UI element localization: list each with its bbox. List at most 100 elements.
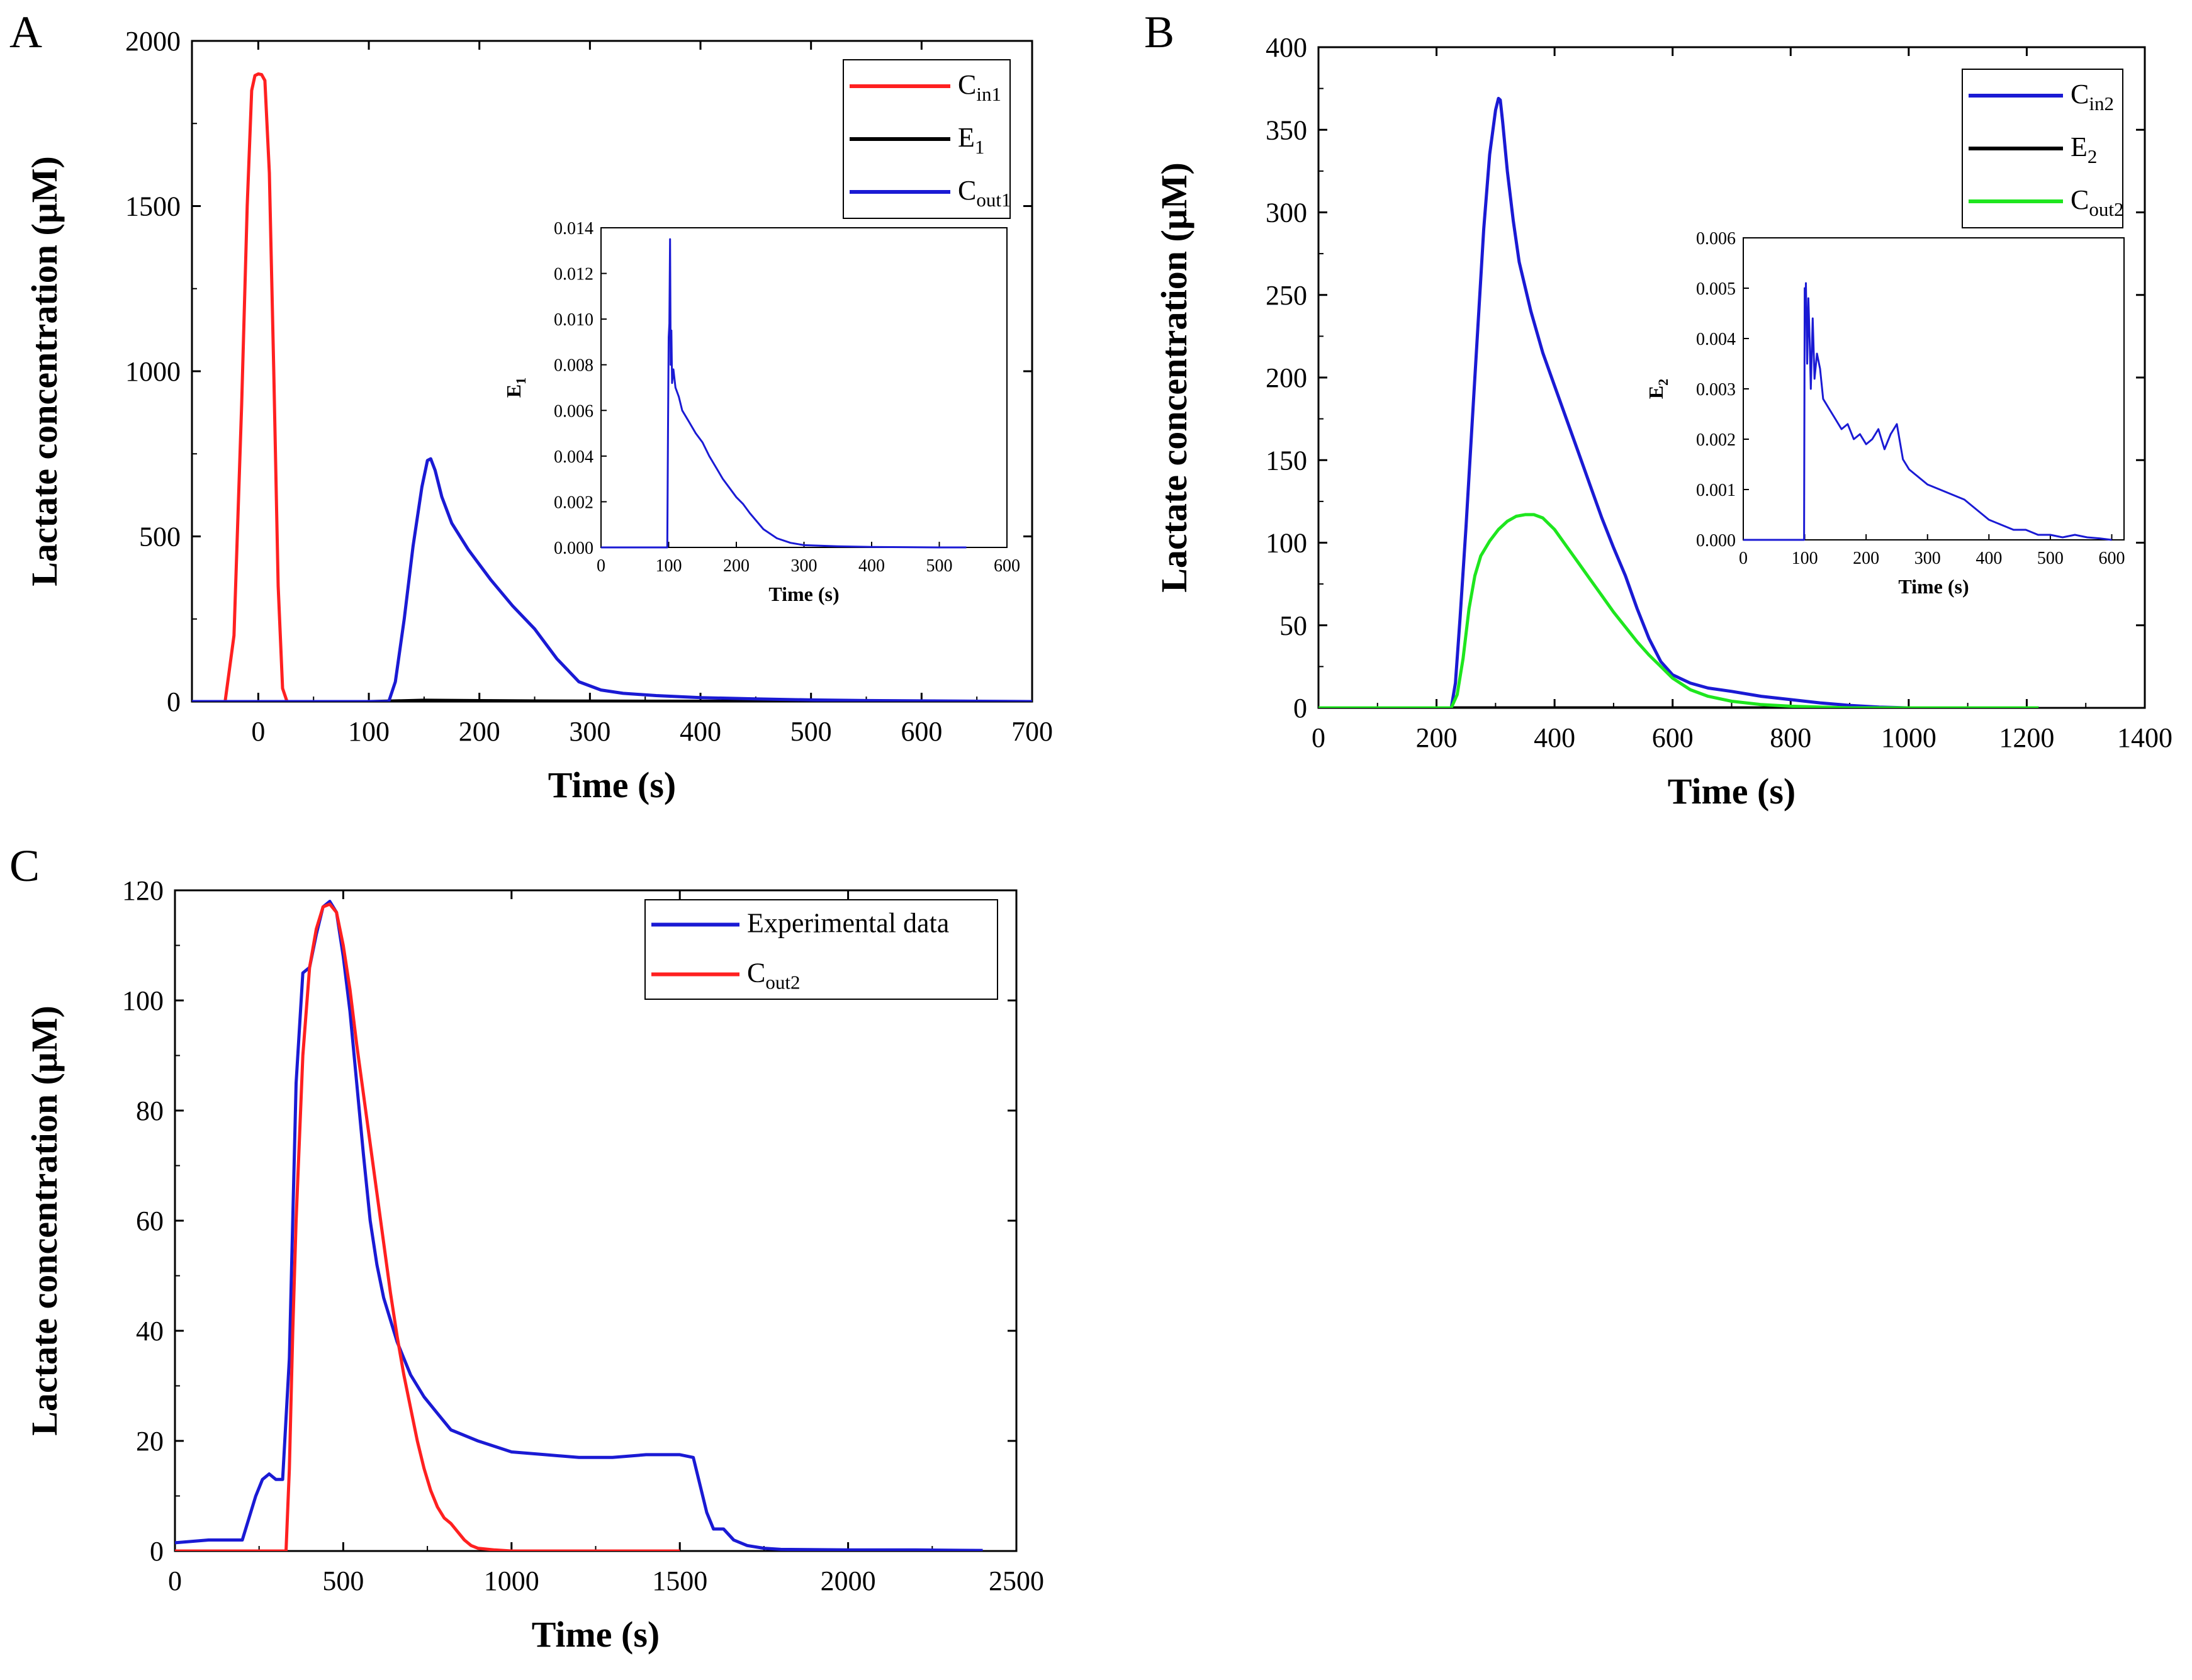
x-tick-label: 600 bbox=[901, 716, 942, 747]
x-tick-label: 200 bbox=[459, 716, 500, 747]
inset-y-tick-label: 0.005 bbox=[1696, 279, 1736, 299]
panel-label: B bbox=[1144, 7, 1174, 57]
series-line-cout1 bbox=[192, 457, 1032, 702]
legend-label: E2 bbox=[2071, 132, 2097, 167]
legend-label-main: C bbox=[2071, 184, 2089, 215]
legend-label: Cout1 bbox=[958, 175, 1011, 211]
inset-y-tick-label: 0.002 bbox=[1696, 430, 1736, 450]
y-axis-title: Lactate concentration (μM) bbox=[24, 1005, 65, 1436]
legend-label-main: C bbox=[2071, 79, 2089, 109]
inset-x-tick-label: 300 bbox=[1914, 549, 1941, 568]
x-tick-label: 0 bbox=[251, 716, 265, 747]
inset-x-axis-title: Time (s) bbox=[1898, 575, 1969, 598]
panel-label: C bbox=[9, 841, 40, 891]
x-tick-label: 1200 bbox=[1999, 722, 2054, 753]
y-tick-label: 0 bbox=[167, 686, 181, 717]
inset-x-tick-label: 400 bbox=[1976, 549, 2002, 568]
y-tick-label: 200 bbox=[1266, 362, 1307, 393]
inset-y-tick-label: 0.004 bbox=[1696, 330, 1736, 349]
inset-x-tick-label: 200 bbox=[1853, 549, 1879, 568]
y-tick-label: 20 bbox=[136, 1426, 164, 1457]
inset-y-tick-label: 0.008 bbox=[554, 356, 593, 376]
y-tick-label: 300 bbox=[1266, 198, 1307, 228]
x-tick-label: 600 bbox=[1652, 722, 1694, 753]
inset-y-tick-label: 0.002 bbox=[554, 493, 593, 512]
inset-x-tick-label: 100 bbox=[656, 556, 682, 576]
y-tick-label: 250 bbox=[1266, 280, 1307, 311]
inset-frame bbox=[1743, 237, 2125, 540]
y-tick-label: 50 bbox=[1279, 610, 1307, 641]
inset-y-axis-title: E1 bbox=[502, 378, 529, 398]
inset-x-tick-label: 100 bbox=[1792, 549, 1818, 568]
chart-panel-A: A0 100 200 300 400 500 600 7000500100015002000T… bbox=[9, 7, 1053, 805]
series-line-e1 bbox=[192, 698, 1032, 702]
y-tick-label: 350 bbox=[1266, 115, 1307, 145]
legend-label: Cout2 bbox=[747, 958, 800, 994]
y-tick-label: 1000 bbox=[125, 356, 181, 387]
x-tick-label: 1400 bbox=[2117, 722, 2172, 753]
inset-y-tick-label: 0.014 bbox=[554, 219, 593, 238]
inset-y-axis-title: E2 bbox=[1644, 379, 1671, 399]
inset-y-tick-label: 0.001 bbox=[1696, 481, 1736, 500]
x-tick-label: 2000 bbox=[821, 1565, 876, 1596]
legend-label-main: C bbox=[958, 175, 976, 206]
inset-x-tick-label: 0 bbox=[1739, 549, 1748, 568]
series-group bbox=[1318, 96, 2039, 708]
y-tick-label: 500 bbox=[139, 522, 181, 552]
x-axis-title: Time (s) bbox=[532, 1614, 660, 1655]
legend-label: Cout2 bbox=[2071, 184, 2123, 220]
series-line-experimental-data bbox=[175, 900, 983, 1551]
y-tick-label: 0 bbox=[150, 1536, 164, 1567]
inset-y-tick-label: 0.006 bbox=[1696, 229, 1736, 249]
legend-label-sub: in2 bbox=[2089, 92, 2114, 115]
inset-y-axis-title-main: E bbox=[1644, 386, 1667, 399]
series-group bbox=[175, 900, 983, 1551]
y-tick-label: 80 bbox=[136, 1095, 164, 1126]
inset-y-axis-title-main: E bbox=[502, 384, 525, 398]
inset-x-tick-label: 600 bbox=[2098, 549, 2125, 568]
x-tick-label: 1000 bbox=[1881, 722, 1936, 753]
legend-label-sub: in1 bbox=[976, 83, 1001, 105]
inset-y-tick-label: 0.006 bbox=[554, 401, 593, 421]
legend-label-main: C bbox=[958, 69, 976, 100]
inset-x-axis-title: Time (s) bbox=[768, 583, 839, 605]
y-axis-title: Lactate concentration (μM) bbox=[1154, 162, 1194, 593]
x-tick-label: 400 bbox=[1534, 722, 1575, 753]
inset-x-tick-label: 500 bbox=[2037, 549, 2064, 568]
y-tick-label: 0 bbox=[1293, 693, 1307, 724]
legend-label-sub: out1 bbox=[976, 189, 1011, 211]
y-axis-title: Lactate concentration (μM) bbox=[24, 156, 65, 586]
y-tick-label: 100 bbox=[1266, 528, 1307, 559]
legend-label: Experimental data bbox=[747, 908, 949, 939]
legend: Experimental data Cout2 bbox=[644, 899, 998, 1000]
inset-x-tick-label: 400 bbox=[858, 556, 885, 576]
chart-panel-C: C 0 500 1000 1500 2000 2500 0 20 40 60 80 100 120 Time… bbox=[9, 841, 1044, 1655]
x-tick-label: 800 bbox=[1770, 722, 1811, 753]
legend-label: Cin2 bbox=[2071, 79, 2114, 115]
inset-y-tick-label: 0.004 bbox=[554, 447, 593, 467]
legend-label: E1 bbox=[958, 122, 984, 158]
legend-label-main: E bbox=[2071, 132, 2088, 162]
inset-y-tick-label: 0.012 bbox=[554, 265, 593, 284]
y-tick-label: 40 bbox=[136, 1316, 164, 1347]
x-tick-label: 1000 bbox=[484, 1565, 539, 1596]
inset-x-tick-label: 0 bbox=[597, 556, 605, 576]
x-tick-label: 200 bbox=[1416, 722, 1458, 753]
legend-label-main: E bbox=[958, 122, 975, 153]
chart-panel-B: B0 200 400 600 800 1000 1200 140005010015020025… bbox=[1144, 7, 2172, 812]
x-tick-label: 300 bbox=[569, 716, 610, 747]
x-tick-label: 700 bbox=[1011, 716, 1053, 747]
x-tick-label: 1500 bbox=[652, 1565, 707, 1596]
x-tick-label: 0 bbox=[1312, 722, 1325, 753]
series-group bbox=[192, 72, 1032, 702]
y-tick-label: 120 bbox=[122, 875, 164, 906]
series-line-cout2 bbox=[1318, 513, 2039, 708]
inset-series-line bbox=[601, 238, 967, 549]
inset-y-tick-label: 0.000 bbox=[554, 539, 593, 558]
x-tick-label: 0 bbox=[168, 1565, 182, 1596]
inset-x-tick-label: 300 bbox=[791, 556, 818, 576]
legend-label-sub: out2 bbox=[765, 972, 800, 994]
inset-y-tick-label: 0.000 bbox=[1696, 531, 1736, 551]
series-line-cin2 bbox=[1318, 96, 2039, 708]
